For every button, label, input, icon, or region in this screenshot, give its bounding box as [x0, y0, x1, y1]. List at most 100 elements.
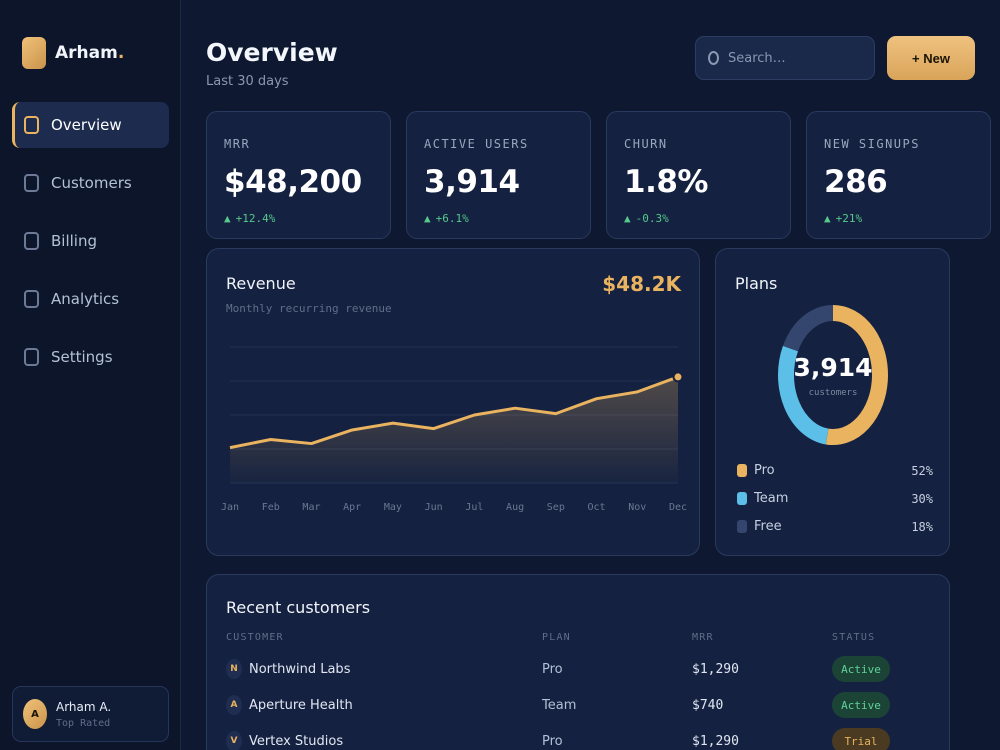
revenue-subtitle: Monthly recurring revenue	[226, 302, 392, 315]
legend-label: Team	[754, 491, 789, 506]
kpi-delta: ▲ +6.1%	[424, 212, 469, 225]
legend-swatch	[737, 492, 747, 505]
mrr-cell: $1,290	[692, 733, 739, 749]
avatar: A	[23, 699, 47, 729]
status-cell: Active	[832, 652, 890, 686]
customer-cell: A Aperture Health	[226, 688, 353, 722]
brand-logo-icon	[22, 37, 46, 69]
revenue-chart: Jan Feb Mar Apr May Jun Jul Aug Sep Oct Nov Dec	[221, 346, 687, 513]
column-header-mrr: MRR	[692, 632, 714, 643]
plans-panel: Plans 3,914 customers Pro 52% Team 30% F…	[715, 248, 950, 556]
customer-name: Vertex Studios	[249, 733, 344, 749]
customer-name: Northwind Labs	[249, 661, 351, 677]
customer-cell: N Northwind Labs	[226, 652, 350, 686]
status-badge: Trial	[832, 728, 890, 750]
search-input[interactable]	[728, 50, 858, 66]
x-tick-label: Nov	[628, 502, 646, 513]
plans-title: Plans	[735, 274, 778, 293]
sidebar-nav: Overview Customers Billing Analytics Set…	[12, 102, 169, 392]
status-cell: Trial	[832, 724, 890, 750]
revenue-total: $48.2K	[602, 272, 681, 296]
new-button[interactable]: + New	[887, 36, 975, 80]
x-tick-label: Jun	[425, 502, 443, 513]
kpi-value: 1.8%	[624, 164, 708, 200]
square-icon	[24, 116, 39, 134]
search-icon	[708, 51, 719, 65]
x-tick-label: Aug	[506, 502, 524, 513]
revenue-line	[229, 375, 679, 450]
mrr-cell: $740	[692, 697, 724, 713]
kpi-card-churn: CHURN 1.8% ▲ -0.3%	[606, 111, 791, 239]
recent-customers-panel: Recent customers CUSTOMER PLAN MRR STATU…	[206, 574, 950, 750]
plans-donut: 3,914 customers	[777, 298, 889, 452]
sidebar-item-customers[interactable]: Customers	[12, 160, 169, 206]
square-icon	[24, 174, 39, 192]
kpi-label: MRR	[224, 137, 251, 151]
legend-swatch	[737, 464, 747, 477]
customer-cell: V Vertex Studios	[226, 724, 343, 750]
square-icon	[24, 232, 39, 250]
x-tick-label: Feb	[262, 502, 280, 513]
kpi-label: CHURN	[624, 137, 668, 151]
kpi-value: 3,914	[424, 164, 520, 200]
table-row[interactable]: N Northwind Labs Pro $1,290 Active	[207, 652, 951, 686]
user-card[interactable]: A Arham A. Top Rated	[12, 686, 169, 742]
user-role: Top Rated	[56, 717, 111, 729]
sidebar-item-label: Overview	[51, 116, 122, 134]
square-icon	[24, 348, 39, 366]
donut-slice-free	[782, 304, 834, 352]
legend-swatch	[737, 520, 747, 533]
x-tick-label: Apr	[343, 502, 361, 513]
customer-initial: A	[226, 695, 242, 715]
sidebar-item-settings[interactable]: Settings	[12, 334, 169, 380]
kpi-delta: ▲ -0.3%	[624, 212, 669, 225]
sidebar-item-label: Settings	[51, 348, 113, 366]
x-tick-label: Oct	[588, 502, 606, 513]
page-title: Overview	[206, 38, 338, 67]
column-header-status: STATUS	[832, 632, 876, 643]
column-header-customer: CUSTOMER	[226, 632, 284, 643]
x-tick-label: May	[384, 502, 402, 513]
legend-label: Pro	[754, 463, 775, 478]
customers-title: Recent customers	[226, 598, 371, 617]
table-row[interactable]: A Aperture Health Team $740 Active	[207, 688, 951, 722]
table-row[interactable]: V Vertex Studios Pro $1,290 Trial	[207, 724, 951, 750]
brand[interactable]: Arham.	[22, 37, 124, 69]
kpi-label: NEW SIGNUPS	[824, 137, 920, 151]
kpi-card-active-users: ACTIVE USERS 3,914 ▲ +6.1%	[406, 111, 591, 239]
sidebar: Arham. Overview Customers Billing Analyt…	[0, 0, 181, 750]
mrr-cell: $1,290	[692, 661, 739, 677]
customer-initial: V	[226, 731, 242, 750]
kpi-delta: ▲ +21%	[824, 212, 863, 225]
arrow-up-icon: ▲	[624, 212, 631, 225]
sidebar-item-billing[interactable]: Billing	[12, 218, 169, 264]
arrow-up-icon: ▲	[824, 212, 831, 225]
column-header-plan: PLAN	[542, 632, 571, 643]
legend-label: Free	[754, 519, 782, 534]
legend-pct: 18%	[911, 519, 933, 534]
revenue-panel: Jan Feb Mar Apr May Jun Jul Aug Sep Oct Nov Dec Rev…	[206, 248, 700, 556]
kpi-card-new-signups: NEW SIGNUPS 286 ▲ +21%	[806, 111, 991, 239]
arrow-up-icon: ▲	[224, 212, 231, 225]
donut-chart	[778, 304, 888, 446]
square-icon	[24, 290, 39, 308]
plan-cell: Team	[542, 697, 577, 713]
page-subtitle: Last 30 days	[206, 74, 289, 89]
customer-initial: N	[226, 659, 242, 679]
legend-pct: 52%	[911, 463, 933, 478]
plan-cell: Pro	[542, 733, 563, 749]
sidebar-item-overview[interactable]: Overview	[12, 102, 169, 148]
kpi-label: ACTIVE USERS	[424, 137, 529, 151]
brand-name: Arham.	[55, 43, 125, 63]
sidebar-item-label: Billing	[51, 232, 97, 250]
sidebar-item-label: Analytics	[51, 290, 120, 308]
plan-cell: Pro	[542, 661, 563, 677]
search-box[interactable]	[695, 36, 875, 80]
x-tick-label: Jan	[221, 502, 239, 513]
sidebar-item-analytics[interactable]: Analytics	[12, 276, 169, 322]
customer-name: Aperture Health	[249, 697, 353, 713]
kpi-value: 286	[824, 164, 888, 200]
status-cell: Active	[832, 688, 890, 722]
x-tick-label: Dec	[669, 502, 687, 513]
legend-item-team: Team 30%	[737, 491, 933, 506]
